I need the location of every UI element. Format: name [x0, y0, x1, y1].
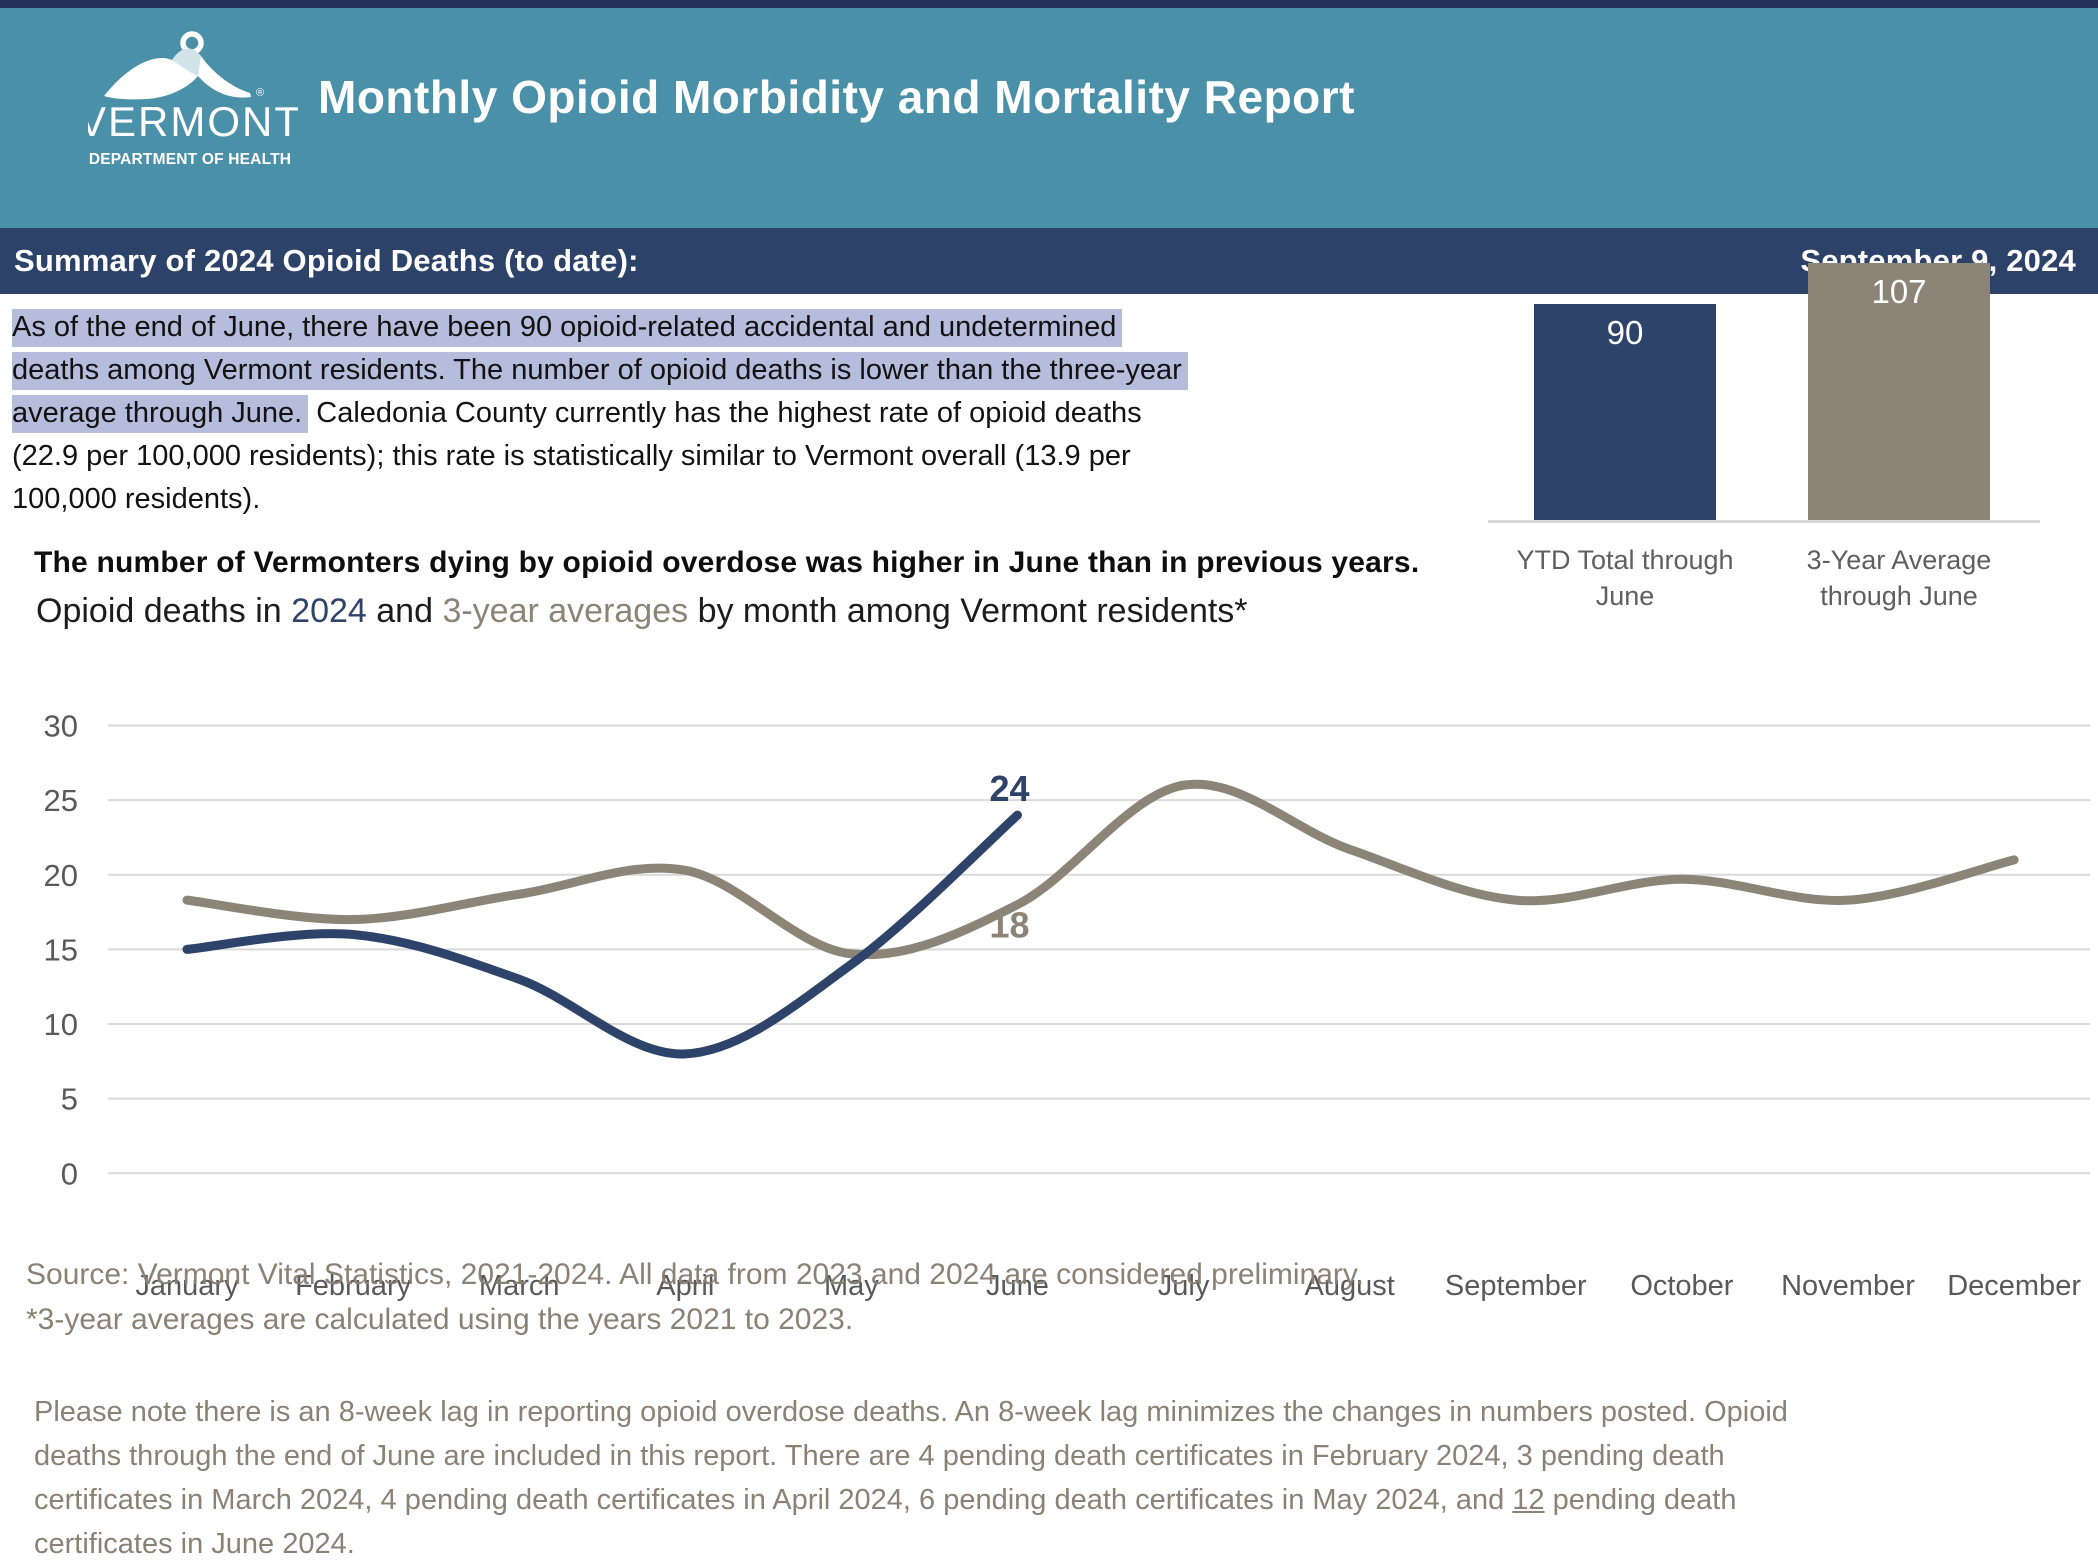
lag-note-line: certificates in March 2024, 4 pending de…: [34, 1478, 1788, 1522]
x-axis-label-january: January: [135, 1270, 239, 1302]
highlighted-text: As of the end of June, there have been 9…: [12, 309, 1123, 347]
series-line-3-year-averages: [182, 779, 2019, 960]
y-axis-tick-10: 10: [44, 1007, 78, 1042]
comparison-bar-label: 3-Year Average through June: [1806, 545, 1992, 611]
x-axis-label-april: April: [656, 1270, 714, 1302]
x-axis-label-february: February: [295, 1270, 412, 1302]
x-axis-label-may: May: [824, 1270, 879, 1302]
summary-bar-title: Summary of 2024 Opioid Deaths (to date):: [14, 243, 639, 278]
comparison-bar-value: 107: [1871, 273, 1927, 310]
source-note: Source: Vermont Vital Statistics, 2021-2…: [26, 1252, 1364, 1342]
subtitle-text: Opioid deaths in: [36, 592, 292, 630]
lag-note-text: certificates in March 2024, 4 pending de…: [34, 1484, 1513, 1516]
comparison-bar-avg: 107: [1808, 263, 1990, 520]
plain-text: (22.9 per 100,000 residents); this rate …: [12, 440, 1131, 472]
data-label-2024-june: 24: [989, 768, 1029, 809]
highlighted-text: average through June.: [12, 395, 309, 433]
top-accent-strip: [0, 0, 2098, 8]
data-label-3-year-averages-june: 18: [989, 905, 1029, 946]
x-axis-label-august: August: [1305, 1270, 1395, 1302]
lag-note-line: deaths through the end of June are inclu…: [34, 1434, 1788, 1478]
report-header: ® VERMONT DEPARTMENT OF HEALTH Monthly O…: [0, 8, 2098, 228]
lag-note-text: deaths through the end of June are inclu…: [34, 1440, 1725, 1472]
y-axis-tick-25: 25: [44, 783, 78, 818]
summary-paragraph-line: As of the end of June, there have been 9…: [12, 306, 1123, 349]
x-axis-label-october: October: [1630, 1270, 1733, 1302]
x-axis-label-june: June: [986, 1270, 1049, 1302]
page-title: Monthly Opioid Morbidity and Mortality R…: [318, 71, 1355, 123]
summary-paragraph: As of the end of June, there have been 9…: [12, 306, 1188, 521]
y-axis-tick-15: 15: [44, 932, 78, 967]
chart-subtitle: Opioid deaths in 2024 and 3-year average…: [36, 592, 1248, 631]
plain-text: 100,000 residents).: [12, 483, 261, 515]
x-axis-label-december: December: [1947, 1270, 2081, 1302]
lag-note-text: certificates in June 2024.: [34, 1528, 355, 1560]
source-line: *3-year averages are calculated using th…: [26, 1303, 854, 1336]
y-axis-tick-5: 5: [61, 1082, 78, 1117]
lag-note-text: pending death: [1544, 1484, 1737, 1516]
logo-department-text: DEPARTMENT OF HEALTH: [89, 151, 291, 168]
series-line-2024: [182, 810, 1022, 1059]
summary-paragraph-line: (22.9 per 100,000 residents); this rate …: [12, 435, 1131, 478]
subtitle-taupe-text: 3-year averages: [442, 592, 689, 630]
y-axis-tick-0: 0: [61, 1156, 78, 1191]
comparison-bar-label: YTD Total through June: [1516, 545, 1734, 611]
vermont-doh-logo: ® VERMONT DEPARTMENT OF HEALTH: [88, 31, 298, 168]
subtitle-navy-text: 2024: [291, 592, 367, 630]
highlighted-text: deaths among Vermont residents. The numb…: [12, 352, 1188, 390]
logo-mountain-icon: [104, 48, 251, 100]
x-axis-label-november: November: [1781, 1270, 1915, 1302]
summary-paragraph-line: 100,000 residents).: [12, 478, 1112, 521]
subtitle-text: by month among Vermont residents*: [688, 592, 1248, 630]
summary-paragraph-line: deaths among Vermont residents. The numb…: [12, 349, 1188, 392]
x-axis-label-march: March: [479, 1270, 560, 1302]
plain-text: Caledonia County currently has the highe…: [308, 397, 1142, 429]
x-axis-label-july: July: [1158, 1270, 1210, 1302]
monthly-deaths-line-chart: 0 5 10 15 20 25 30 January February March April May…: [44, 709, 2090, 1302]
summary-paragraph-line: average through June. Caledonia County c…: [12, 392, 1142, 435]
y-axis-tick-30: 30: [44, 709, 78, 744]
logo-mountain-ridge: [172, 48, 201, 76]
y-axis-tick-20: 20: [44, 858, 78, 893]
comparison-bar-ytd: 90: [1534, 304, 1716, 520]
subtitle-text: and: [366, 592, 443, 630]
lag-note-line: certificates in June 2024.: [34, 1522, 1788, 1560]
logo-registered-mark: ®: [256, 87, 264, 99]
source-line: Source: Vermont Vital Statistics, 2021-2…: [26, 1258, 1364, 1291]
x-axis-label-september: September: [1445, 1270, 1587, 1302]
comparison-chart-baseline: [1488, 520, 2040, 523]
comparison-bar-value: 90: [1606, 314, 1644, 351]
logo-wordmark: VERMONT: [88, 98, 298, 145]
lag-note-text: Please note there is an 8-week lag in re…: [34, 1396, 1788, 1428]
chart-headline: The number of Vermonters dying by opioid…: [34, 546, 1420, 579]
lag-note-line: Please note there is an 8-week lag in re…: [34, 1390, 1788, 1434]
lag-note: Please note there is an 8-week lag in re…: [34, 1390, 1788, 1560]
pending-count-underlined: 12: [1512, 1484, 1545, 1516]
